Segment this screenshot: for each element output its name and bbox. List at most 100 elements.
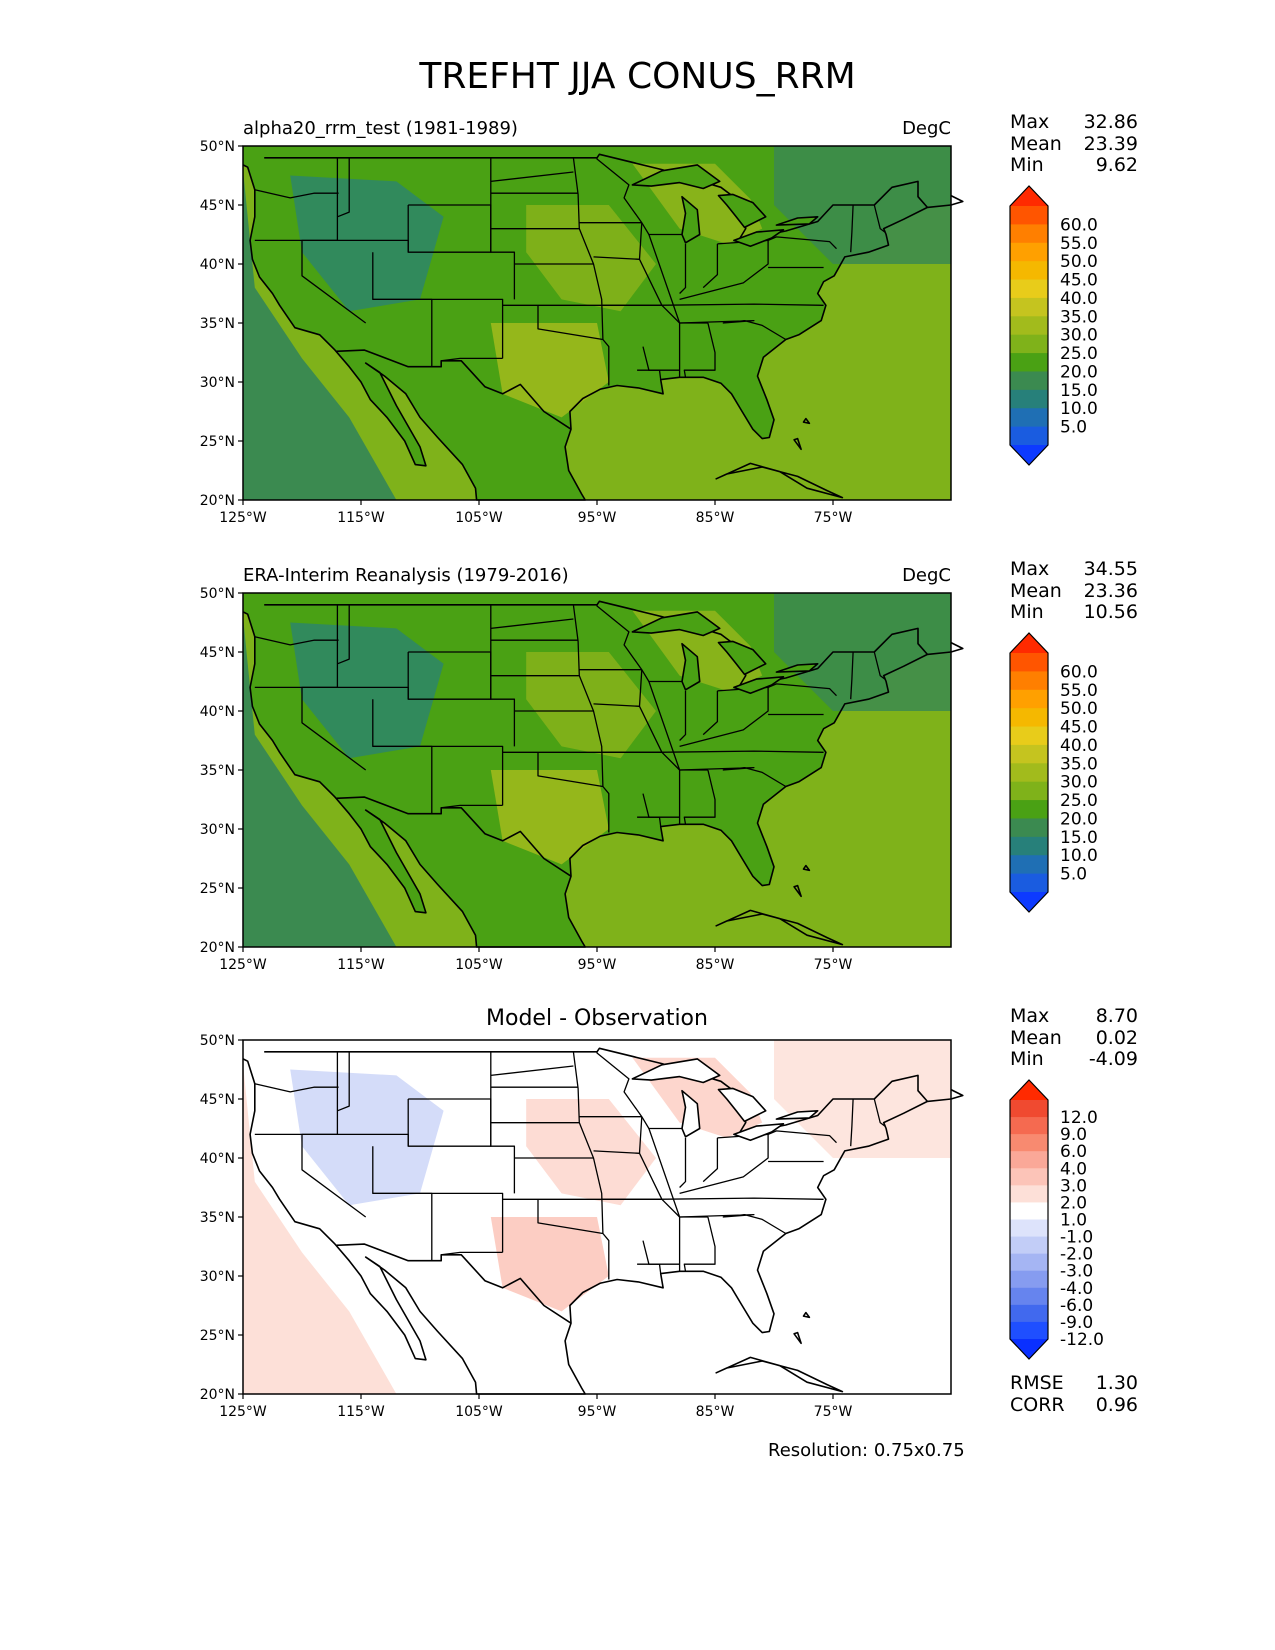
state-boundary — [490, 1065, 574, 1077]
island — [793, 1331, 802, 1345]
state-boundary — [850, 1098, 854, 1147]
colorbar-extend-bottom — [1010, 892, 1048, 912]
lon-tick-label: 75°W — [814, 1404, 853, 1420]
state-boundary — [593, 1150, 640, 1154]
stat-value: 0.96 — [1095, 1393, 1138, 1416]
rocky-mountain-field — [290, 175, 444, 312]
colorbar-segment — [1010, 836, 1048, 856]
great-lake — [631, 164, 721, 190]
colorbar-segment — [1010, 279, 1048, 299]
southern-plains-field — [490, 323, 609, 418]
colorbar-segment — [1010, 873, 1048, 893]
colorbar-label: 25.0 — [1060, 791, 1098, 811]
great-lake — [631, 611, 721, 637]
colorbar-segment — [1010, 297, 1048, 317]
colorbar-label: 60.0 — [1060, 215, 1098, 235]
colorbar-label: 40.0 — [1060, 289, 1098, 309]
lon-tick-label: 95°W — [578, 1404, 617, 1420]
lat-tick-label: 25°N — [200, 881, 235, 897]
great-lake — [681, 642, 701, 691]
stat-label: Min — [1010, 154, 1044, 176]
great-lake — [733, 229, 785, 248]
stat-label: Min — [1010, 601, 1044, 623]
lon-tick-label: 105°W — [455, 1404, 503, 1420]
lat-tick-label: 40°N — [200, 1151, 235, 1167]
colorbar-segment — [1010, 855, 1048, 875]
colorbar-label: 20.0 — [1060, 362, 1098, 382]
colorbar-segment — [1010, 1287, 1048, 1306]
colorbar-label: -3.0 — [1060, 1262, 1093, 1282]
colorbar-segment — [1010, 1134, 1048, 1152]
colorbar-segment — [1010, 1236, 1048, 1255]
lat-tick-label: 50°N — [200, 586, 235, 602]
colorbar-segment — [1010, 1117, 1048, 1135]
lat-tick-label: 30°N — [200, 822, 235, 838]
colorbar-segment — [1010, 708, 1048, 728]
colorbar-label: 30.0 — [1060, 326, 1098, 346]
island — [793, 884, 802, 898]
state-boundary — [679, 319, 787, 341]
island — [715, 462, 844, 499]
colorbar-label: 6.0 — [1060, 1142, 1087, 1162]
resolution-note: Resolution: 0.75x0.75 — [768, 1440, 965, 1461]
colorbar-label: 20.0 — [1060, 809, 1098, 829]
stat-label: Min — [1010, 1048, 1044, 1070]
southern-plains-field — [490, 770, 609, 865]
stat-value: 32.86 — [1083, 111, 1138, 133]
colorbar-segment — [1010, 800, 1048, 819]
panel-2-units: DegC — [902, 565, 951, 586]
lon-tick-label: 125°W — [219, 957, 267, 973]
panel-1-units: DegC — [902, 118, 951, 139]
state-boundary — [537, 1199, 610, 1280]
colorbar-extend-top — [1010, 633, 1048, 653]
colorbar-label: 5.0 — [1060, 418, 1087, 438]
lon-tick-label: 85°W — [696, 1404, 735, 1420]
colorbar-segment — [1010, 389, 1048, 409]
stat-value: 23.39 — [1083, 132, 1138, 155]
island — [802, 417, 811, 425]
state-boundary — [337, 1051, 350, 1112]
boundaries — [242, 1047, 964, 1395]
lon-tick-label: 75°W — [814, 510, 853, 526]
lon-tick-label: 75°W — [814, 957, 853, 973]
state-boundary — [679, 687, 769, 748]
lat-tick-label: 20°N — [200, 940, 235, 956]
state-boundary — [702, 243, 719, 289]
colorbar-label: 45.0 — [1060, 718, 1098, 738]
stat-label: CORR — [1010, 1393, 1065, 1416]
colorbar-segment — [1010, 1270, 1048, 1289]
panel-2-stats: Max 34.55 Mean 23.36 Min 10.56 — [1010, 558, 1138, 624]
colorbar-label: 5.0 — [1060, 865, 1087, 885]
state-boundary — [408, 651, 492, 676]
stat-label: Mean — [1010, 132, 1062, 155]
great-lake — [717, 193, 767, 229]
great-lake — [631, 1058, 721, 1084]
colorbar-label: 30.0 — [1060, 773, 1098, 793]
colorbar-segment — [1010, 653, 1048, 672]
colorbar-label: 55.0 — [1060, 234, 1098, 254]
stat-value: 9.62 — [1095, 154, 1138, 176]
colorbar-segment — [1010, 726, 1048, 746]
lat-tick-label: 25°N — [200, 434, 235, 450]
state-boundary — [767, 1130, 837, 1144]
state-boundary — [537, 752, 610, 833]
panel-3-error-stats: RMSE 1.30 CORR 0.96 — [1010, 1372, 1138, 1416]
lat-tick-label: 30°N — [200, 375, 235, 391]
colorbar-segment — [1010, 334, 1048, 354]
colorbar-segment — [1010, 671, 1048, 691]
colorbar-label: 40.0 — [1060, 736, 1098, 756]
state-boundary — [572, 604, 604, 787]
state-boundary — [702, 1137, 719, 1183]
lon-tick-label: 85°W — [696, 510, 735, 526]
great-lake — [681, 195, 701, 244]
island — [802, 864, 811, 872]
colorbar-segment — [1010, 1219, 1048, 1238]
colorbar-segment — [1010, 426, 1048, 446]
colorbar-label: -4.0 — [1060, 1279, 1093, 1299]
boundaries — [242, 600, 964, 948]
boundaries — [242, 153, 964, 501]
state-boundary — [679, 1213, 787, 1235]
state-boundary — [679, 690, 687, 741]
state-boundary — [408, 204, 492, 229]
